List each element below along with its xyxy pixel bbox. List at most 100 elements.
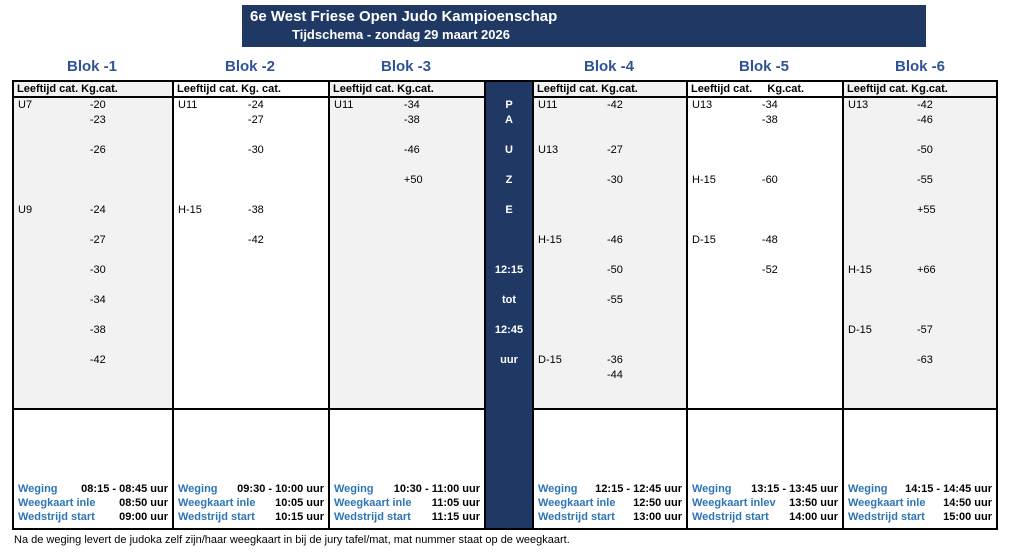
kg-category-label: -63	[916, 354, 933, 366]
kg-category-label: -23	[89, 114, 106, 126]
kg-category-label: -60	[761, 174, 778, 186]
blok-header-row: Blok -1 Blok -2 Blok -3 Blok -4 Blok -5 Blok …	[12, 56, 998, 80]
weight-entry: +50	[330, 173, 484, 188]
weight-entry: -42	[174, 233, 328, 248]
time-label: Weging	[334, 483, 374, 495]
time-value: 11:05 uur	[431, 497, 480, 509]
weight-entry: -55	[534, 293, 686, 308]
kg-category-label: -27	[247, 114, 264, 126]
weight-entry: -38	[14, 323, 172, 338]
weight-entry: D-15 -48	[688, 233, 842, 248]
block-times: Weging 12:15 - 12:45 uur Weegkaart inle 12:…	[534, 408, 686, 528]
weight-entry: -50	[534, 263, 686, 278]
weight-entry: -27	[14, 233, 172, 248]
kg-category-label: -38	[761, 114, 778, 126]
weight-entry: H-15 -38	[174, 203, 328, 218]
kg-category-label: -57	[916, 324, 933, 336]
weight-entry: U11 -34	[330, 98, 484, 113]
kg-category-label: -52	[761, 264, 778, 276]
kg-category-label: +66	[916, 264, 936, 276]
kg-category-label: -42	[89, 354, 106, 366]
event-title: 6e West Friese Open Judo Kampioenschap	[250, 8, 558, 25]
pause-column: P A U Z E 12:15 tot 12:45 uur	[486, 82, 534, 528]
time-value: 10:15 uur	[275, 511, 324, 523]
column-header: Leeftijd cat. Kg.cat.	[14, 82, 172, 98]
kg-category-label: -46	[606, 234, 623, 246]
age-category-label: D-15	[848, 324, 872, 336]
time-row: Weging 13:15 - 13:45 uur	[692, 482, 838, 496]
blok-header-3: Blok -3	[380, 58, 431, 75]
pause-body: P A U Z E 12:15 tot 12:45 uur	[486, 98, 532, 408]
time-row: Wedstrijd start 13:00 uur	[538, 510, 682, 524]
kg-category-label: -38	[89, 324, 106, 336]
blok-header-5: Blok -5	[738, 58, 789, 75]
column-header: Leeftijd cat. Kg.cat.	[534, 82, 686, 98]
age-category-label: U11	[178, 99, 198, 111]
weight-entry: U11 -42	[534, 98, 686, 113]
kg-category-label: -20	[89, 99, 106, 111]
pause-cell: E	[505, 204, 513, 216]
block-column-4: Leeftijd cat. Kg.cat. U11 -42 U13 -27 -30 H-15…	[534, 82, 688, 528]
time-label: Weegkaart inlev	[692, 497, 776, 509]
time-value: 15:00 uur	[943, 511, 992, 523]
kg-category-label: -24	[89, 204, 106, 216]
kg-category-label: -36	[606, 354, 623, 366]
pause-cell: P	[505, 99, 513, 111]
age-category-label: H-15	[848, 264, 872, 276]
time-value: 12:50 uur	[633, 497, 682, 509]
pause-header-spacer	[484, 56, 532, 80]
pause-cell: Z	[505, 174, 513, 186]
time-value: 14:00 uur	[789, 511, 838, 523]
kg-category-label: -42	[247, 234, 264, 246]
weight-entry: U11 -24	[174, 98, 328, 113]
kg-category-label: -34	[89, 294, 106, 306]
weight-entry: -63	[844, 353, 996, 368]
time-row: Weegkaart inle 10:05 uur	[178, 496, 324, 510]
time-value: 13:15 - 13:45 uur	[751, 483, 838, 495]
time-row: Weegkaart inle 12:50 uur	[538, 496, 682, 510]
weight-entry: -55	[844, 173, 996, 188]
footnote: Na de weging levert de judoka zelf zijn/…	[14, 534, 570, 546]
column-header: Leeftijd cat. Kg.cat.	[844, 82, 996, 98]
time-row: Wedstrijd start 09:00 uur	[18, 510, 168, 524]
weight-entry: -30	[534, 173, 686, 188]
kg-category-label: -34	[761, 99, 778, 111]
block-times: Weging 14:15 - 14:45 uur Weegkaart inle 14:…	[844, 408, 996, 528]
blok-header-4: Blok -4	[583, 58, 634, 75]
time-value: 09:00 uur	[119, 511, 168, 523]
time-row: Weging 08:15 - 08:45 uur	[18, 482, 168, 496]
time-label: Weging	[848, 483, 888, 495]
pause-cell: U	[505, 144, 513, 156]
weight-entry: -27	[174, 113, 328, 128]
weight-entry: -30	[14, 263, 172, 278]
weight-entry: -23	[14, 113, 172, 128]
weight-entry: U13 -34	[688, 98, 842, 113]
kg-category-label: -50	[916, 144, 933, 156]
weight-entry: H-15 -46	[534, 233, 686, 248]
block-times: Weging 10:30 - 11:00 uur Weegkaart inle 11:…	[330, 408, 484, 528]
time-value: 08:15 - 08:45 uur	[81, 483, 168, 495]
kg-category-label: -55	[606, 294, 623, 306]
time-label: Weegkaart inle	[18, 497, 96, 509]
time-value: 13:50 uur	[789, 497, 838, 509]
age-category-label: U9	[18, 204, 33, 216]
kg-category-label: -26	[89, 144, 106, 156]
time-label: Weging	[538, 483, 578, 495]
time-row: Weegkaart inle 11:05 uur	[334, 496, 480, 510]
time-label: Wedstrijd start	[334, 511, 411, 523]
kg-category-label: -44	[606, 369, 623, 381]
kg-category-label: -38	[247, 204, 264, 216]
block-times: Weging 09:30 - 10:00 uur Weegkaart inle 10:…	[174, 408, 328, 528]
weight-entry: -38	[330, 113, 484, 128]
time-label: Weging	[178, 483, 218, 495]
time-row: Wedstrijd start 15:00 uur	[848, 510, 992, 524]
pause-cell: 12:15	[494, 264, 524, 276]
weight-entry: +55	[844, 203, 996, 218]
time-label: Weging	[692, 483, 732, 495]
time-label: Wedstrijd start	[692, 511, 769, 523]
weight-entry: H-15 +66	[844, 263, 996, 278]
weight-entry: U7 -20	[14, 98, 172, 113]
weight-entry: U9 -24	[14, 203, 172, 218]
kg-category-label: -42	[916, 99, 933, 111]
